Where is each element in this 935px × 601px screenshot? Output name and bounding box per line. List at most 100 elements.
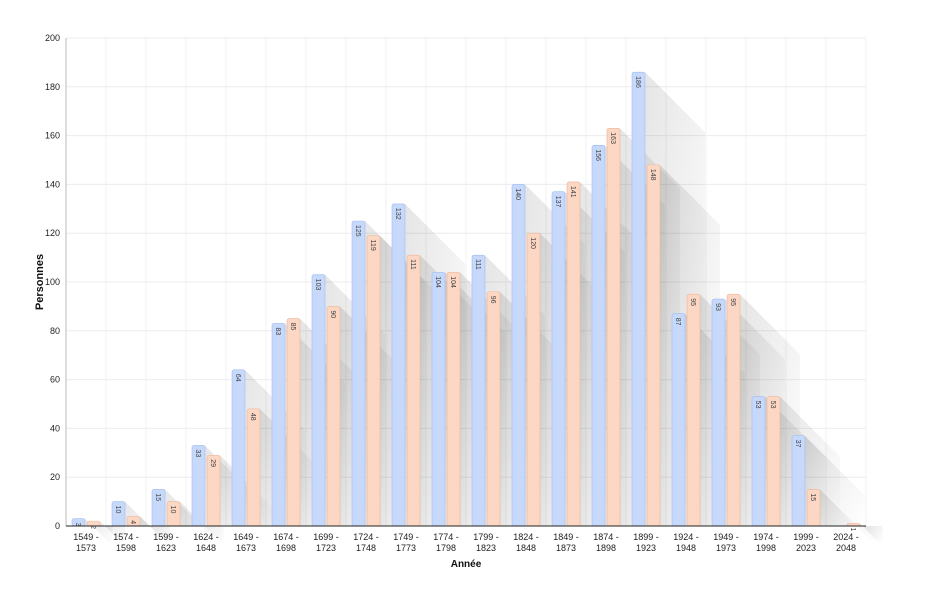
x-tick-label-line: 1849 -	[553, 532, 579, 542]
value-label: 53	[754, 401, 761, 409]
x-tick-label-line: 1824 -	[513, 532, 539, 542]
x-tick-label-line: 1598	[116, 543, 136, 553]
x-tick-label: 1624 -1648	[193, 532, 219, 553]
x-tick-label-line: 1998	[756, 543, 776, 553]
x-tick-label: 1949 -1973	[713, 532, 739, 553]
value-label: 93	[714, 303, 721, 311]
x-tick-label-line: 1973	[716, 543, 736, 553]
bar	[566, 181, 581, 527]
x-tick-label: 1999 -2023	[793, 532, 819, 553]
value-label: 85	[289, 323, 296, 331]
bar	[471, 254, 486, 527]
x-tick-label-line: 1898	[596, 543, 616, 553]
x-tick-label-line: 1874 -	[593, 532, 619, 542]
bar	[246, 408, 261, 527]
bar	[671, 313, 686, 527]
x-tick-label: 1849 -1873	[553, 532, 579, 553]
x-tick-label: 1699 -1723	[313, 532, 339, 553]
value-label: 104	[434, 276, 441, 288]
value-label: 10	[114, 506, 121, 514]
bar-shadow	[820, 489, 877, 546]
x-tick-label-line: 1948	[676, 543, 696, 553]
bar-shadow	[125, 501, 170, 546]
bar	[751, 396, 766, 527]
x-tick-label-line: 1774 -	[433, 532, 459, 542]
x-tick-label-line: 1573	[76, 543, 96, 553]
value-label: 87	[674, 318, 681, 326]
x-tick-label: 1824 -1848	[513, 532, 539, 553]
y-tick-label: 40	[50, 423, 60, 433]
y-tick-labels: 0 20 40 60 80 100 120 140 160 180 200	[45, 33, 60, 531]
value-label: 137	[554, 196, 561, 208]
x-tick-label-line: 1724 -	[353, 532, 379, 542]
y-tick-label: 160	[45, 131, 60, 141]
x-tick-label-line: 1923	[636, 543, 656, 553]
x-tick-label-line: 2024 -	[833, 532, 859, 542]
x-tick-label: 1574 -1598	[113, 532, 139, 553]
value-label: 10	[169, 506, 176, 514]
x-tick-label-line: 1823	[476, 543, 496, 553]
value-label: 83	[274, 327, 281, 335]
x-tick-label-line: 1999 -	[793, 532, 819, 542]
x-tick-label-line: 1924 -	[673, 532, 699, 542]
bar	[726, 293, 741, 527]
y-tick-label: 80	[50, 326, 60, 336]
bar	[271, 323, 286, 527]
x-tick-label-line: 1899 -	[633, 532, 659, 542]
value-label: 163	[609, 132, 616, 144]
value-label: 95	[729, 298, 736, 306]
x-tick-label: 1974 -1998	[753, 532, 779, 553]
value-labels: 3101533648310312513210411114013715618687…	[74, 76, 856, 531]
bar	[606, 127, 621, 527]
x-tick-label-line: 1723	[316, 543, 336, 553]
x-tick-label: 1674 -1698	[273, 532, 299, 553]
bar	[551, 191, 566, 527]
value-label: 119	[369, 240, 376, 251]
x-tick-label-line: 1848	[516, 543, 536, 553]
value-label: 104	[449, 276, 456, 288]
value-label: 48	[249, 413, 256, 421]
y-tick-label: 180	[45, 82, 60, 92]
bar	[191, 445, 206, 527]
value-label: 15	[154, 493, 161, 501]
bar	[231, 369, 246, 527]
bar	[366, 235, 381, 527]
x-tick-label: 1874 -1898	[593, 532, 619, 553]
x-tick-label-line: 1599 -	[153, 532, 179, 542]
x-tick-label-line: 1749 -	[393, 532, 419, 542]
y-tick-label: 100	[45, 277, 60, 287]
x-tick-label-line: 1623	[156, 543, 176, 553]
x-tick-label-line: 1949 -	[713, 532, 739, 542]
value-label: 95	[689, 298, 696, 306]
bar	[431, 271, 446, 527]
value-label: 132	[394, 208, 401, 220]
x-tick-label: 1749 -1773	[393, 532, 419, 553]
x-tick-label-line: 2023	[796, 543, 816, 553]
x-tick-label-line: 1799 -	[473, 532, 499, 542]
x-tick-labels: 1549 -1573 1574 -1598 1599 -1623 1624 -1648…	[73, 532, 859, 553]
x-tick-label: 1774 -1798	[433, 532, 459, 553]
x-tick-label-line: 1699 -	[313, 532, 339, 542]
bar	[286, 318, 301, 527]
y-tick-label: 60	[50, 375, 60, 385]
bar	[391, 203, 406, 527]
x-tick-label: 1599 -1623	[153, 532, 179, 553]
value-label: 96	[489, 296, 496, 304]
bar	[766, 396, 781, 527]
x-tick-label: 2024 -2048	[833, 532, 859, 553]
y-tick-label: 20	[50, 472, 60, 482]
x-tick-label-line: 1773	[396, 543, 416, 553]
bar-shadow	[860, 523, 883, 546]
x-tick-label-line: 1624 -	[193, 532, 219, 542]
value-label: 29	[209, 459, 216, 467]
bar	[646, 164, 661, 527]
x-tick-label-line: 1574 -	[113, 532, 139, 542]
x-tick-label: 1649 -1673	[233, 532, 259, 553]
value-label: 125	[354, 225, 361, 237]
y-tick-label: 0	[55, 521, 60, 531]
bar	[311, 274, 326, 527]
bars	[71, 71, 861, 527]
value-label: 103	[314, 279, 321, 291]
x-tick-label-line: 1798	[436, 543, 456, 553]
